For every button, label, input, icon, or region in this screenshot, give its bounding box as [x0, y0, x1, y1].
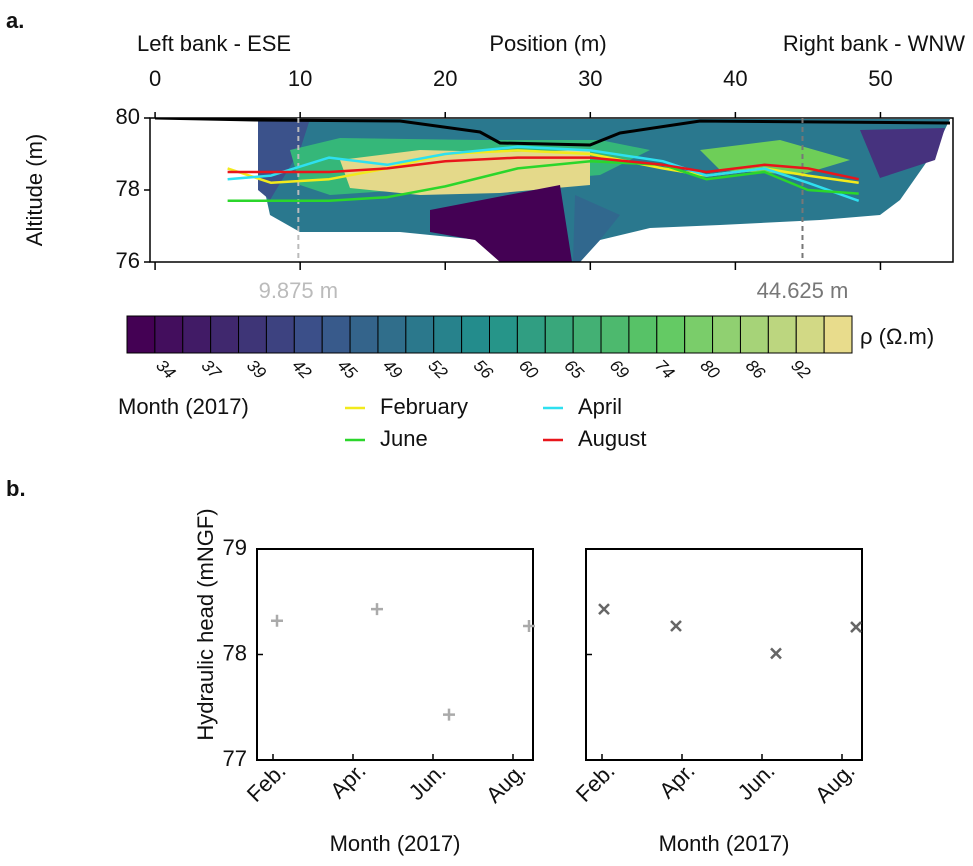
- legend-label: June: [380, 426, 428, 451]
- colorbar-tick-label: 45: [334, 356, 361, 383]
- x-tick-label: Feb.: [242, 758, 291, 807]
- y-tick-label: 77: [223, 746, 247, 771]
- colorbar-cell: [377, 315, 407, 354]
- x-tick-label: 0: [149, 66, 161, 91]
- colorbar-tick-label: 34: [152, 356, 179, 383]
- colorbar-cell: [656, 315, 686, 354]
- x-tick-label: 40: [723, 66, 747, 91]
- colorbar-tick-label: 37: [198, 356, 225, 383]
- x-axis-title: Month (2017): [330, 831, 461, 856]
- x-tick-label: Jun.: [733, 758, 780, 805]
- data-point: [523, 620, 535, 633]
- legend-label: April: [578, 394, 622, 419]
- colorbar-cell: [461, 315, 491, 354]
- colorbar-tick-label: 56: [470, 356, 497, 383]
- section-region: [573, 195, 620, 262]
- legend-label: August: [578, 426, 647, 451]
- section-region: [430, 185, 572, 262]
- colorbar-cell: [238, 315, 267, 354]
- data-point: [598, 603, 610, 616]
- legend-title: Month (2017): [118, 394, 249, 419]
- colorbar-tick-label: 92: [787, 356, 814, 383]
- colorbar-cell: [739, 315, 769, 354]
- data-point: [371, 603, 383, 616]
- panel-label: b.: [6, 476, 26, 501]
- y-tick-label: 78: [116, 176, 140, 201]
- colorbar-tick-label: 74: [651, 356, 678, 383]
- plot-frame: [585, 548, 863, 761]
- data-point: [850, 621, 862, 633]
- colorbar-cell: [293, 315, 323, 354]
- colorbar-cell: [433, 315, 463, 354]
- water-table-line: [227, 159, 859, 203]
- data-point: [670, 620, 682, 632]
- x-tick-label: Aug.: [481, 758, 531, 808]
- colorbar-cell: [321, 315, 351, 354]
- y-axis-title: Altitude (m): [22, 134, 47, 246]
- surface-line: [154, 118, 951, 147]
- y-axis-title: Hydraulic head (mNGF): [193, 508, 218, 740]
- colorbar-cell: [154, 315, 184, 354]
- colorbar-cell: [126, 315, 156, 354]
- x-tick-label: 20: [433, 66, 457, 91]
- x-tick-label: 10: [288, 66, 312, 91]
- plot-frame: [256, 548, 534, 761]
- y-tick-label: 79: [223, 535, 247, 560]
- colorbar-cell: [489, 315, 518, 354]
- colorbar-cell: [516, 315, 546, 354]
- left-bank-label: Left bank - ESE: [137, 31, 291, 56]
- colorbar-cell: [823, 315, 853, 354]
- y-tick-label: 76: [116, 248, 140, 273]
- colorbar-tick-label: 60: [515, 356, 542, 383]
- colorbar-cell: [210, 315, 240, 354]
- colorbar-cell: [684, 315, 714, 354]
- water-table-line: [227, 156, 859, 181]
- section-region: [860, 128, 945, 178]
- legend-label: February: [380, 394, 468, 419]
- x-tick-label: Jun.: [404, 758, 451, 805]
- colorbar-tick-label: 39: [243, 356, 270, 383]
- right-bank-label: Right bank - WNW: [783, 31, 965, 56]
- annotation-label: 44.625 m: [757, 278, 849, 303]
- x-axis-title: Position (m): [489, 31, 606, 56]
- annotation-label: 9.875 m: [259, 278, 339, 303]
- colorbar-cell: [349, 315, 379, 354]
- colorbar-tick-label: 80: [697, 356, 724, 383]
- x-tick-label: 50: [868, 66, 892, 91]
- y-tick-label: 80: [116, 104, 140, 129]
- colorbar-tick-label: 49: [379, 356, 406, 383]
- colorbar-cell: [265, 315, 295, 354]
- x-tick-label: Feb.: [571, 758, 620, 807]
- colorbar-tick-label: 52: [424, 356, 451, 383]
- x-tick-label: 30: [578, 66, 602, 91]
- water-table-line: [227, 145, 860, 202]
- x-tick-label: Aug.: [810, 758, 860, 808]
- colorbar-cell: [572, 315, 602, 354]
- x-tick-label: Apr.: [325, 758, 370, 803]
- colorbar-tick-label: 42: [288, 356, 315, 383]
- colorbar-label: ρ (Ω.m): [860, 324, 934, 349]
- x-tick-label: Apr.: [654, 758, 699, 803]
- panel-label: a.: [6, 8, 24, 33]
- colorbar-cell: [712, 315, 741, 354]
- x-axis-title: Month (2017): [659, 831, 790, 856]
- colorbar-tick-label: 69: [606, 356, 633, 383]
- colorbar-cell: [405, 315, 435, 354]
- data-point: [443, 708, 455, 721]
- section-region: [700, 140, 850, 175]
- colorbar-tick-label: 65: [561, 356, 588, 383]
- y-tick-label: 78: [223, 640, 247, 665]
- section-region: [258, 119, 310, 200]
- colorbar-cell: [795, 315, 825, 354]
- data-point: [770, 647, 782, 660]
- colorbar-cell: [767, 315, 797, 354]
- data-point: [271, 614, 283, 627]
- colorbar-cell: [544, 315, 574, 354]
- colorbar-cell: [600, 315, 630, 354]
- colorbar-cell: [182, 315, 212, 354]
- colorbar-tick-label: 86: [742, 356, 769, 383]
- colorbar-cell: [628, 315, 658, 354]
